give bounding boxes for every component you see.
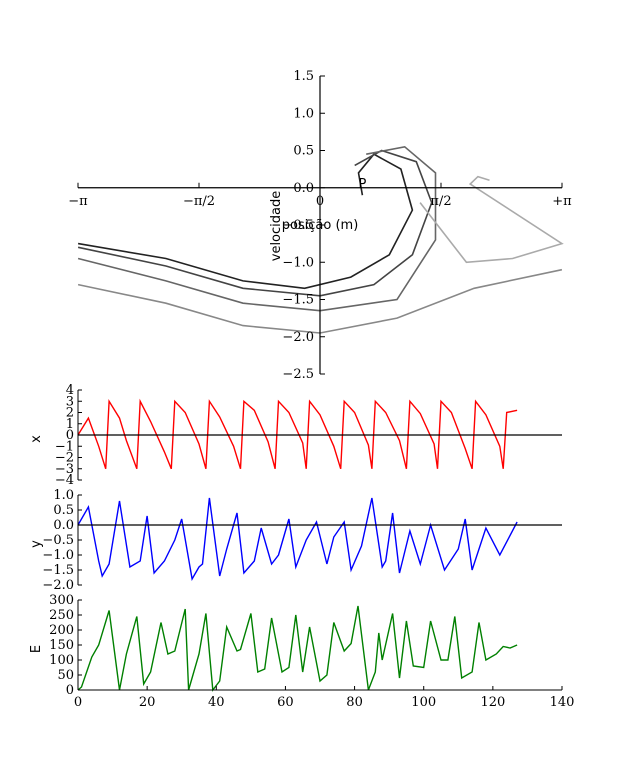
phase-y-tick-label: −1.5 xyxy=(282,293,314,308)
x-y-tick-label: 4 xyxy=(66,383,74,398)
phase-y-tick-label: −2.0 xyxy=(282,330,314,345)
y-y-label: y xyxy=(29,540,44,548)
phase-trajectory-1 xyxy=(77,153,414,290)
y-y-tick-label: −2.0 xyxy=(42,578,74,593)
energy-x-tick-label: 0 xyxy=(74,695,82,710)
phase-y-tick-label: 0.0 xyxy=(293,181,314,196)
phase-x-tick-label: −π/2 xyxy=(183,194,215,209)
x-y-tick-label: 3 xyxy=(66,394,74,409)
phase-y-tick-label: 0.5 xyxy=(293,144,314,159)
phase-x-label: posição (m) xyxy=(282,218,359,233)
phase-x-tick-label: +π xyxy=(552,194,572,209)
energy-x-tick-label: 120 xyxy=(480,695,505,710)
energy-y-tick-label: 300 xyxy=(49,593,74,608)
x-y-tick-label: −1 xyxy=(55,439,74,454)
y-series-line xyxy=(77,497,518,582)
energy-y-tick-label: 50 xyxy=(57,668,74,683)
x-y-tick-label: 0 xyxy=(66,428,74,443)
phase-trajectory-5 xyxy=(419,175,564,264)
y-y-tick-label: 0.0 xyxy=(53,518,74,533)
energy-y-label: E xyxy=(29,645,44,653)
energy-y-tick-label: 200 xyxy=(49,623,74,638)
x-y-tick-label: 1 xyxy=(66,417,74,432)
phase-y-tick-label: −0.5 xyxy=(282,218,314,233)
energy-x-tick-label: 60 xyxy=(277,695,294,710)
y-y-tick-label: −1.0 xyxy=(42,548,74,563)
y-y-tick-label: −0.5 xyxy=(42,533,74,548)
phase-trajectory-2 xyxy=(77,149,433,297)
energy-y-tick-label: 250 xyxy=(49,608,74,623)
x-y-tick-label: −3 xyxy=(55,462,74,477)
x-y-tick-label: −4 xyxy=(55,473,74,488)
energy-x-tick-label: 80 xyxy=(346,695,363,710)
phase-x-tick-label: π/2 xyxy=(430,194,451,209)
phase-annotation-p: P xyxy=(358,177,366,192)
y-y-tick-label: 1.0 xyxy=(53,488,74,503)
energy-y-tick-label: 150 xyxy=(49,638,74,653)
x-y-tick-label: 2 xyxy=(66,406,74,421)
phase-y-label: velocidade xyxy=(269,191,284,261)
phase-x-tick-label: −π xyxy=(68,194,88,209)
energy-series-line xyxy=(77,605,518,692)
energy-y-tick-label: 100 xyxy=(49,653,74,668)
phase-y-tick-label: 1.0 xyxy=(293,106,314,121)
y-y-tick-label: 0.5 xyxy=(53,503,74,518)
phase-x-tick-label: 0 xyxy=(316,194,324,209)
x-series-line xyxy=(77,398,518,470)
y-y-tick-label: −1.5 xyxy=(42,563,74,578)
energy-x-tick-label: 20 xyxy=(139,695,156,710)
phase-y-tick-label: −2.5 xyxy=(282,367,314,382)
energy-x-tick-label: 140 xyxy=(550,695,575,710)
x-y-label: x xyxy=(29,435,44,443)
energy-x-tick-label: 100 xyxy=(411,695,436,710)
x-y-tick-label: −2 xyxy=(55,451,74,466)
phase-y-tick-label: −1.0 xyxy=(282,255,314,270)
phase-y-tick-label: 1.5 xyxy=(293,69,314,84)
energy-y-tick-label: 0 xyxy=(66,683,74,698)
energy-x-tick-label: 40 xyxy=(208,695,225,710)
phase-trajectory-3 xyxy=(77,145,437,312)
